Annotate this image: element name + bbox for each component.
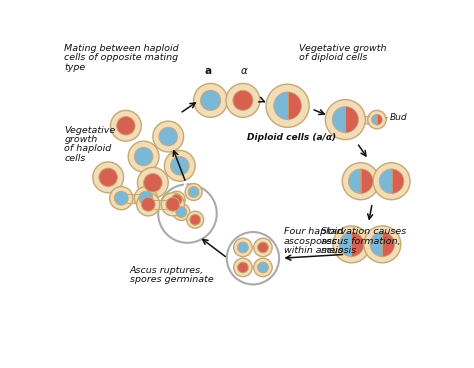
Circle shape <box>139 191 153 205</box>
Text: growth: growth <box>64 135 98 144</box>
Wedge shape <box>273 92 288 120</box>
Text: Vegetative: Vegetative <box>64 126 116 135</box>
Text: type: type <box>64 63 85 72</box>
Circle shape <box>137 167 168 198</box>
Circle shape <box>144 174 162 192</box>
Wedge shape <box>370 232 383 257</box>
Circle shape <box>226 84 260 117</box>
Circle shape <box>173 204 190 220</box>
Circle shape <box>234 258 252 277</box>
Circle shape <box>168 191 185 208</box>
Circle shape <box>333 226 370 263</box>
Circle shape <box>194 84 228 117</box>
Circle shape <box>176 206 187 217</box>
Circle shape <box>237 242 248 253</box>
Circle shape <box>254 238 272 257</box>
Text: Mating between haploid: Mating between haploid <box>64 44 179 53</box>
Circle shape <box>237 262 248 273</box>
Circle shape <box>137 193 160 216</box>
Wedge shape <box>377 114 383 125</box>
Circle shape <box>234 238 252 257</box>
Circle shape <box>257 262 268 273</box>
Wedge shape <box>361 169 373 194</box>
Text: of haploid: of haploid <box>64 144 111 153</box>
Circle shape <box>373 163 410 200</box>
Circle shape <box>117 117 135 135</box>
Circle shape <box>227 232 279 284</box>
Wedge shape <box>352 232 364 257</box>
Circle shape <box>171 194 182 205</box>
Text: a: a <box>205 66 212 76</box>
Circle shape <box>166 197 180 211</box>
Text: Diploid cells (a/α): Diploid cells (a/α) <box>247 134 336 142</box>
Circle shape <box>134 147 153 166</box>
Circle shape <box>128 141 159 172</box>
Circle shape <box>201 91 220 110</box>
Wedge shape <box>379 169 392 194</box>
Circle shape <box>93 162 124 193</box>
Text: cells of opposite mating: cells of opposite mating <box>64 53 178 63</box>
Circle shape <box>185 184 202 201</box>
Circle shape <box>109 187 133 210</box>
Circle shape <box>364 226 401 263</box>
Circle shape <box>233 91 253 110</box>
Wedge shape <box>348 169 361 194</box>
Text: spores germinate: spores germinate <box>130 275 213 284</box>
Text: within ascus: within ascus <box>284 246 343 255</box>
Wedge shape <box>392 169 404 194</box>
Wedge shape <box>332 106 346 133</box>
Circle shape <box>368 110 386 129</box>
Circle shape <box>134 187 157 210</box>
Text: Ascus ruptures,: Ascus ruptures, <box>130 266 204 275</box>
Text: Vegetative growth: Vegetative growth <box>299 44 387 53</box>
Circle shape <box>110 110 141 141</box>
Circle shape <box>257 242 268 253</box>
Wedge shape <box>288 92 301 120</box>
Text: Starvation causes: Starvation causes <box>321 227 406 236</box>
Wedge shape <box>346 106 358 133</box>
Circle shape <box>161 193 184 216</box>
Text: ascus formation,: ascus formation, <box>321 237 401 246</box>
Circle shape <box>159 127 177 146</box>
Wedge shape <box>383 232 395 257</box>
Text: Bud: Bud <box>390 113 408 123</box>
Text: cells: cells <box>64 153 86 163</box>
Circle shape <box>164 151 195 181</box>
Circle shape <box>141 197 155 211</box>
Circle shape <box>153 121 183 152</box>
Wedge shape <box>339 232 352 257</box>
Circle shape <box>254 258 272 277</box>
Text: of diploid cells: of diploid cells <box>299 53 367 63</box>
Circle shape <box>266 84 309 127</box>
Circle shape <box>190 214 201 225</box>
Text: α: α <box>241 66 248 76</box>
Circle shape <box>114 191 128 205</box>
Text: ascospores: ascospores <box>284 237 337 246</box>
Text: Four haploid: Four haploid <box>284 227 343 236</box>
Circle shape <box>342 163 379 200</box>
Circle shape <box>187 211 204 228</box>
Text: meiosis: meiosis <box>321 246 357 255</box>
Wedge shape <box>372 114 377 125</box>
Circle shape <box>188 187 199 197</box>
Circle shape <box>325 100 365 139</box>
Circle shape <box>99 168 118 187</box>
Circle shape <box>171 156 189 175</box>
